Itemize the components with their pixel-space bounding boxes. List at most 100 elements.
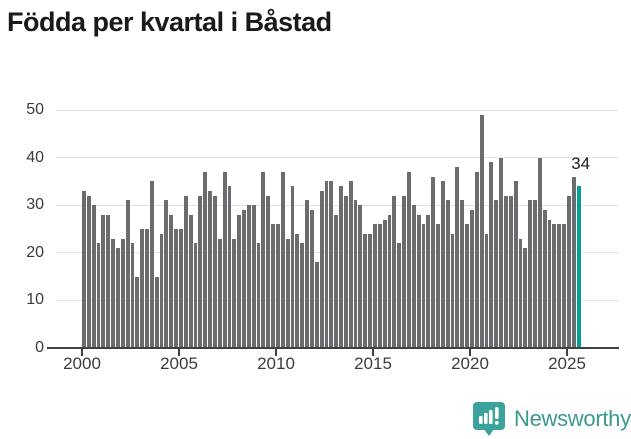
axis-tick	[81, 349, 83, 356]
bar	[111, 238, 115, 348]
bar	[416, 214, 421, 348]
y-axis-label: 10	[26, 291, 44, 309]
bar	[382, 219, 387, 348]
bar	[436, 224, 440, 348]
bar	[271, 224, 276, 348]
bar	[227, 186, 232, 348]
bar	[106, 214, 111, 348]
bar	[305, 200, 309, 348]
bar	[445, 200, 450, 348]
bar	[329, 181, 334, 348]
bar	[397, 243, 402, 348]
bar	[426, 214, 431, 348]
bar	[421, 224, 426, 348]
bar	[523, 248, 528, 348]
bar	[256, 243, 261, 348]
y-axis-label: 40	[26, 148, 44, 166]
x-axis-label: 2000	[63, 354, 101, 373]
bar	[503, 195, 508, 348]
bar	[140, 229, 145, 348]
bar	[455, 167, 460, 348]
bar	[377, 224, 382, 348]
bar	[261, 171, 266, 348]
bar	[237, 214, 242, 348]
bar	[387, 214, 392, 348]
bar	[193, 243, 198, 348]
bar	[169, 214, 174, 348]
bar	[115, 248, 120, 348]
axis-tick	[469, 349, 471, 356]
bar	[528, 200, 533, 348]
bar	[285, 238, 290, 348]
bar	[348, 181, 353, 348]
bar	[533, 200, 537, 348]
axis-tick	[372, 349, 374, 356]
bar	[251, 205, 256, 348]
bar	[135, 276, 140, 348]
y-axis-label: 30	[26, 196, 44, 214]
axis-tick	[275, 349, 277, 356]
bar	[334, 214, 339, 348]
bar	[479, 114, 484, 348]
bar	[290, 186, 295, 348]
bar	[368, 233, 373, 348]
bar	[242, 210, 246, 348]
bar	[203, 171, 208, 348]
bar	[319, 190, 324, 348]
bar	[300, 243, 305, 348]
bar	[91, 205, 96, 348]
bar	[358, 205, 363, 348]
bar	[174, 229, 179, 348]
bar	[460, 200, 465, 348]
x-axis-label: 2025	[548, 354, 586, 373]
x-axis	[47, 347, 619, 349]
bar	[567, 195, 571, 348]
bar	[159, 233, 164, 348]
bar	[465, 224, 470, 348]
x-axis-label: 2015	[354, 354, 392, 373]
bar	[363, 233, 368, 348]
bar	[373, 224, 377, 348]
gridline	[56, 157, 619, 159]
bar	[537, 157, 542, 348]
newsworthy-logo-text: Newsworthy	[514, 406, 631, 431]
bar	[411, 205, 416, 348]
bar	[406, 171, 411, 348]
gridline	[56, 109, 619, 111]
bar	[96, 243, 101, 348]
bar	[489, 162, 494, 348]
bar	[547, 219, 552, 348]
bar	[295, 233, 300, 348]
bar	[324, 181, 329, 348]
bar	[343, 195, 348, 348]
bar	[508, 195, 513, 348]
bar	[232, 238, 237, 348]
bar	[518, 238, 523, 348]
bar	[440, 181, 445, 348]
bar	[513, 181, 518, 348]
bar	[470, 210, 474, 348]
bar	[474, 171, 479, 348]
bar	[217, 238, 222, 348]
bar	[484, 233, 489, 348]
bar	[198, 195, 203, 348]
bar	[154, 276, 159, 348]
axis-tick	[178, 349, 180, 356]
bar	[392, 195, 397, 348]
bar	[542, 210, 547, 348]
bar	[125, 200, 130, 348]
bar	[450, 233, 455, 348]
bar	[431, 176, 436, 348]
bar	[208, 190, 212, 348]
gridline	[56, 204, 619, 206]
bar	[82, 190, 86, 348]
bar	[266, 195, 271, 348]
highlighted-bar	[576, 186, 581, 348]
value-annotation: 34	[571, 154, 591, 174]
y-axis-label: 50	[26, 101, 44, 118]
bar	[571, 176, 576, 348]
bar	[499, 157, 503, 348]
bar	[86, 195, 91, 348]
newsworthy-logo: Newsworthy	[472, 401, 631, 437]
